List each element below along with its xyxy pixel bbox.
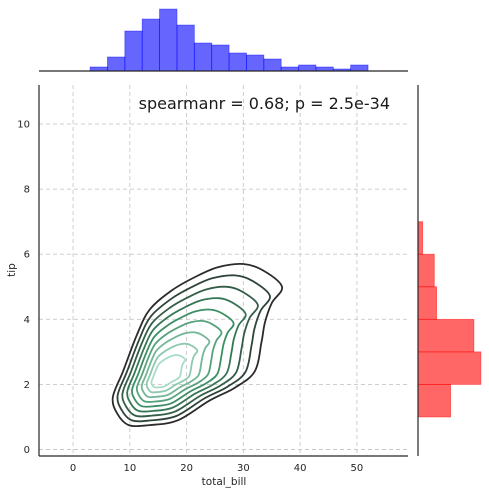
kde-contours (111, 262, 283, 428)
marginal-x-bar (211, 44, 230, 72)
marginal-x-bar (298, 64, 317, 72)
grid-lines (39, 85, 408, 456)
marginal-x-bar (176, 24, 195, 72)
marginal-x-bar (228, 52, 247, 72)
marginal-x-bar (159, 8, 178, 72)
y-axis-label: tip (6, 263, 18, 277)
marginal-y-bar (417, 351, 482, 385)
marginal-y-histogram (417, 85, 482, 456)
main-axes (38, 85, 408, 457)
marginal-x-bar (193, 42, 213, 72)
x-tick-label: 50 (351, 463, 364, 474)
kde-contour-level (150, 354, 187, 389)
kde-contour-level (121, 285, 259, 418)
marginal-x-bar (107, 56, 126, 72)
x-tick-label: 10 (123, 463, 136, 474)
kde-contour-level (145, 342, 199, 394)
x-tick-label: 20 (180, 463, 193, 474)
y-tick-labels: 0 2 4 6 8 10 (17, 120, 30, 456)
x-tick-label: 0 (70, 463, 76, 474)
marginal-y-bar (417, 253, 435, 288)
marginal-x-bar (124, 30, 143, 72)
kde-contour-level (126, 297, 247, 413)
kde-contour-level (131, 308, 235, 408)
x-tick-label: 30 (237, 463, 250, 474)
marginal-x-bar (246, 54, 265, 72)
marginal-x-bar (263, 58, 282, 72)
kde-contour-level (116, 274, 271, 423)
kde-contour-level (135, 319, 223, 403)
spearman-annotation: spearmanr = 0.68; p = 2.5e-34 (139, 94, 390, 113)
marginal-y-bar (417, 221, 424, 255)
y-tick-label: 2 (24, 380, 30, 391)
marginal-y-bar (417, 384, 451, 418)
x-tick-labels: 0 10 20 30 40 50 (70, 463, 363, 474)
marginal-y-bar (417, 286, 438, 320)
marginal-x-histogram (39, 8, 408, 72)
y-tick-label: 4 (24, 315, 30, 326)
x-tick-label: 40 (294, 463, 307, 474)
marginal-y-bar (417, 318, 475, 353)
y-tick-label: 10 (17, 120, 30, 131)
y-tick-label: 0 (24, 445, 30, 456)
marginal-x-bar (350, 64, 369, 72)
y-tick-label: 8 (24, 185, 30, 196)
kde-contour-level (140, 331, 211, 399)
x-axis-label: total_bill (202, 476, 247, 488)
marginal-x-bar (141, 18, 160, 72)
kde-contour-level (111, 262, 283, 428)
y-tick-label: 6 (24, 250, 30, 261)
